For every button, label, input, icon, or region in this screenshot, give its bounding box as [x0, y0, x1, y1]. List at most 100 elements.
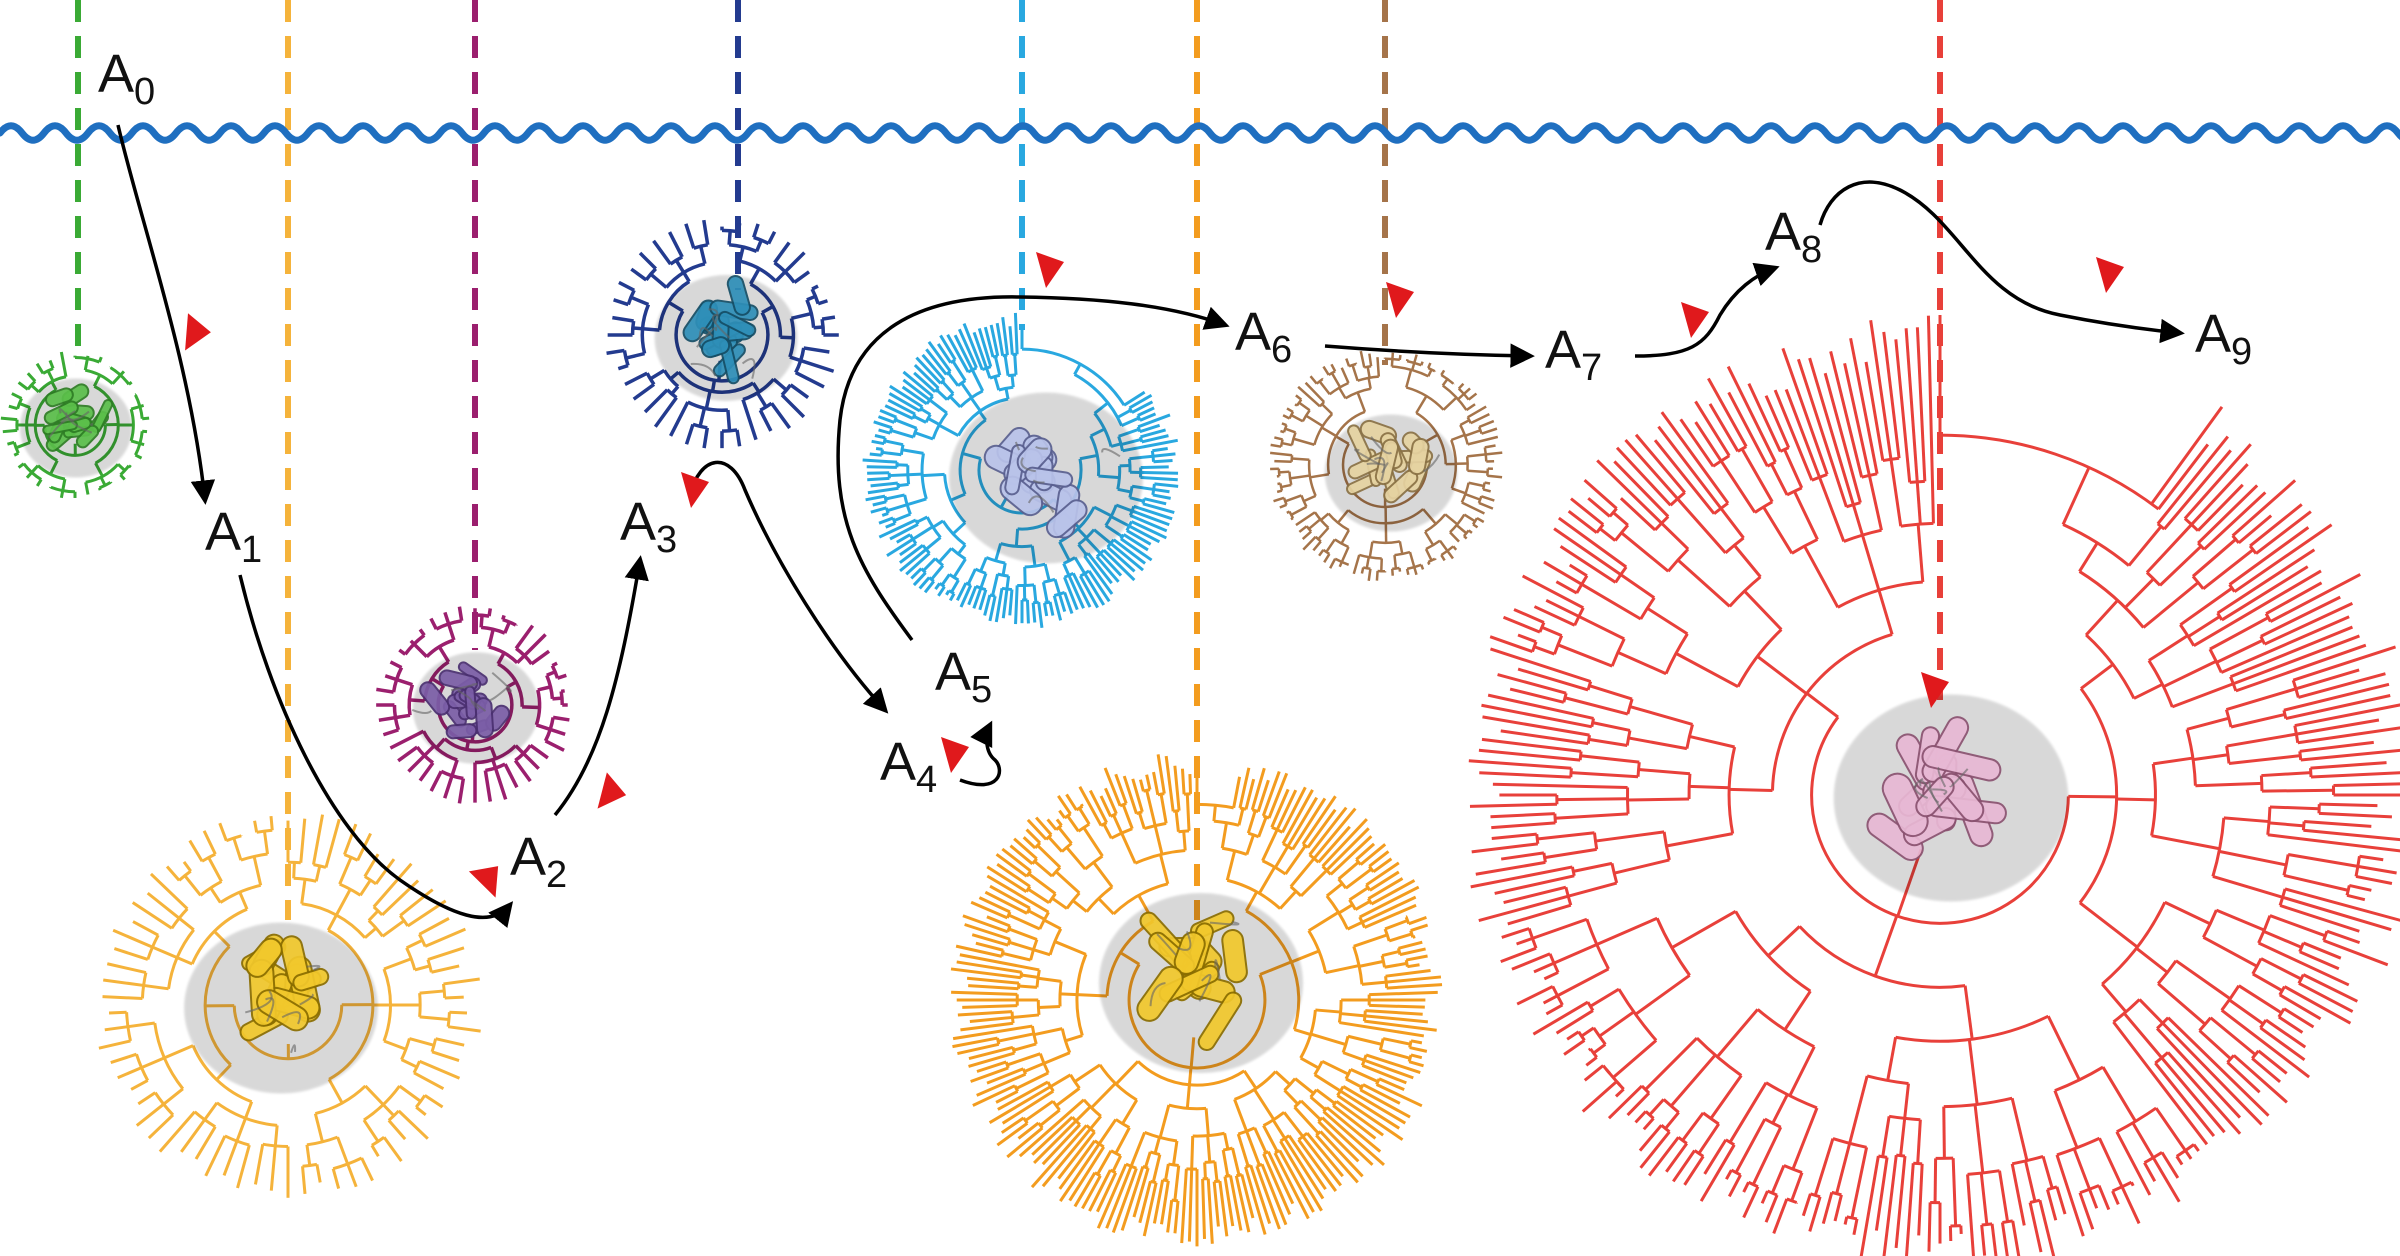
tree-branch — [1096, 1149, 1113, 1176]
red-marker — [2096, 257, 2124, 293]
tree-branch — [2233, 523, 2333, 593]
tree-branch — [269, 816, 274, 831]
tree-branch — [1502, 615, 1541, 634]
tree-branch — [936, 343, 952, 364]
tree-branch — [1201, 1178, 1207, 1239]
tree-branch — [811, 284, 819, 291]
tree-branch — [2269, 573, 2361, 623]
tree-branch — [387, 1119, 407, 1141]
tree-branch — [1541, 625, 1563, 638]
tree-branch — [1457, 382, 1465, 390]
tree-branch — [405, 938, 424, 950]
tree-branch — [2072, 1148, 2091, 1190]
protein-structure-pink — [1833, 694, 2069, 902]
tree-branch — [130, 405, 141, 411]
tree-branch — [2252, 972, 2283, 993]
red-marker — [681, 472, 709, 508]
tree-branch — [530, 649, 551, 666]
tree-branch — [1369, 990, 1438, 997]
tree-branch — [1463, 535, 1468, 540]
tree-branch — [1213, 1161, 1219, 1182]
tree-branch — [1595, 830, 1665, 843]
tree-branch — [2167, 1016, 2270, 1117]
tree-branch — [103, 978, 144, 987]
tree-branch — [397, 1109, 429, 1140]
red-marker — [1921, 672, 1949, 708]
tree-branch — [1615, 446, 1672, 507]
tree-branch — [1305, 1132, 1344, 1178]
tree-branch — [1009, 844, 1034, 865]
tree-branch — [1492, 782, 1628, 789]
tree-branch — [1487, 474, 1503, 479]
tree-branch — [1833, 1194, 1843, 1222]
tree-branch — [1440, 554, 1446, 562]
tree-branch — [113, 947, 149, 961]
tree-branch — [1398, 541, 1404, 555]
tree-branch — [1275, 789, 1298, 831]
tree-branch — [1464, 493, 1481, 501]
tree-branch — [409, 639, 416, 646]
tree-branch — [1319, 1130, 1364, 1178]
tree-branch — [997, 1080, 1049, 1111]
tree-branch — [1346, 920, 1363, 931]
tree-branch — [2357, 864, 2397, 875]
tree-branch — [2154, 1107, 2187, 1152]
tree-branch — [1479, 771, 1571, 779]
tree-branch — [1427, 362, 1432, 369]
tree-branch — [1619, 573, 1656, 600]
tree-branch — [1055, 1087, 1081, 1107]
tree-branch — [1128, 524, 1161, 544]
tree-branch — [1666, 832, 1733, 848]
tree-branch — [1138, 1180, 1152, 1224]
tree-branch — [2265, 1018, 2307, 1049]
tree-branch — [949, 395, 962, 408]
tree-branch — [667, 231, 684, 258]
tree-branch — [1001, 1089, 1055, 1125]
tree-branch — [884, 439, 904, 447]
tree-branch — [1345, 358, 1351, 367]
tree-branch — [457, 606, 464, 622]
tree-branch — [2078, 901, 2139, 949]
tree-branch — [1427, 369, 1433, 377]
tree-branch — [1031, 1116, 1074, 1156]
tree-branch — [1180, 768, 1186, 795]
tree-branch — [888, 392, 921, 413]
tree-orange — [950, 754, 1443, 1247]
tree-branch — [951, 990, 1018, 996]
tree-branch — [2269, 914, 2326, 938]
tree-branch — [1697, 1123, 1720, 1155]
tree-branch — [912, 571, 927, 587]
trajectory-segment — [959, 720, 1002, 787]
tree-branch — [918, 576, 931, 590]
tree-branch — [752, 223, 760, 238]
tree-branch — [735, 429, 742, 447]
tree-branch — [953, 334, 974, 371]
tree-branch — [415, 1106, 427, 1116]
tree-branch — [1340, 367, 1350, 384]
tree-branch — [1130, 520, 1167, 540]
tree-branch — [1990, 1223, 1998, 1256]
tree-branch — [13, 451, 20, 457]
tree-branch — [104, 1025, 129, 1032]
tree-branch — [1153, 825, 1164, 855]
tree-branch — [1494, 874, 1575, 895]
tree-branch — [1388, 932, 1413, 943]
tree-branch — [1309, 1095, 1327, 1111]
tree-branch — [1612, 511, 1629, 527]
tree-branch — [1102, 549, 1136, 582]
tree-branch — [1290, 517, 1294, 521]
tree-branch — [2171, 682, 2234, 709]
trajectory-segment — [836, 295, 1230, 642]
tree-branch — [1185, 793, 1191, 831]
tree-branch — [972, 1084, 1016, 1107]
tree-branch — [1903, 1083, 1910, 1119]
tree-arc — [2078, 570, 2145, 629]
tree-branch — [881, 450, 902, 457]
water-surface-line — [0, 122, 2400, 144]
tree-branch — [1543, 971, 1559, 981]
tree-branch — [970, 1066, 1009, 1083]
tree-branch — [1339, 1021, 1425, 1038]
tree-branch — [1468, 759, 1572, 770]
tree-branch — [1487, 693, 1594, 720]
tree-branch — [1801, 1193, 1812, 1217]
